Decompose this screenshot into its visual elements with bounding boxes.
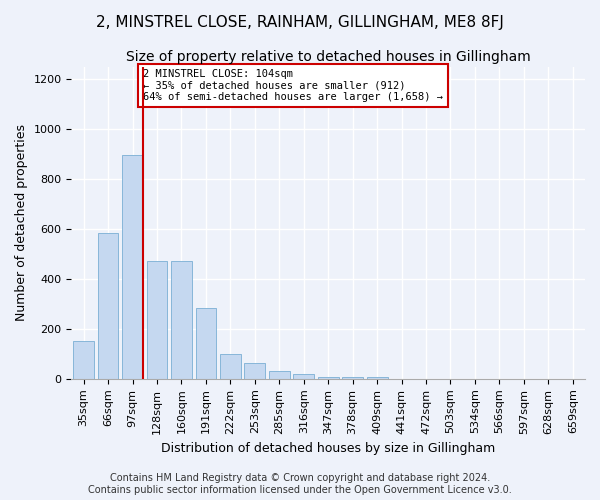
X-axis label: Distribution of detached houses by size in Gillingham: Distribution of detached houses by size … [161,442,496,455]
Bar [122,155,143,379]
Bar [146,262,167,379]
Y-axis label: Number of detached properties: Number of detached properties [15,124,28,321]
Text: Contains HM Land Registry data © Crown copyright and database right 2024.
Contai: Contains HM Land Registry data © Crown c… [88,474,512,495]
Bar [342,377,363,379]
Bar [171,262,192,379]
Title: Size of property relative to detached houses in Gillingham: Size of property relative to detached ho… [126,50,530,64]
Text: 2 MINSTREL CLOSE: 104sqm
← 35% of detached houses are smaller (912)
64% of semi-: 2 MINSTREL CLOSE: 104sqm ← 35% of detach… [143,69,443,102]
Bar [269,372,290,379]
Bar [98,232,118,379]
Bar [196,308,217,379]
Bar [318,377,338,379]
Bar [367,377,388,379]
Bar [293,374,314,379]
Bar [244,364,265,379]
Text: 2, MINSTREL CLOSE, RAINHAM, GILLINGHAM, ME8 8FJ: 2, MINSTREL CLOSE, RAINHAM, GILLINGHAM, … [96,15,504,30]
Bar [73,341,94,379]
Bar [220,354,241,379]
